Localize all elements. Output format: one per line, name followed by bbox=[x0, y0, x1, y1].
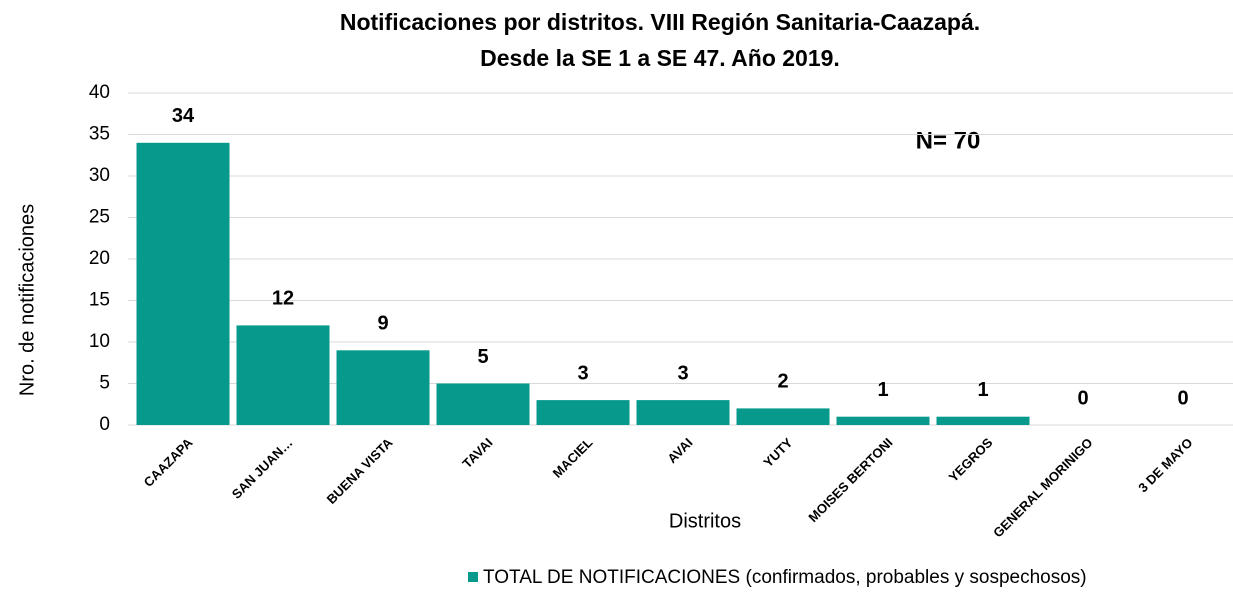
chart-title: Desde la SE 1 a SE 47. Año 2019. bbox=[480, 45, 840, 71]
bar bbox=[236, 325, 330, 425]
y-tick-label: 30 bbox=[89, 165, 110, 186]
bar bbox=[636, 400, 730, 425]
data-label: 0 bbox=[1077, 387, 1088, 409]
y-tick-label: 20 bbox=[89, 248, 110, 269]
annotation: N= 70 bbox=[916, 127, 981, 154]
y-tick-label: 5 bbox=[99, 373, 110, 394]
x-tick-label: YUTY bbox=[760, 435, 795, 470]
bar bbox=[836, 416, 930, 425]
y-tick-label: 25 bbox=[89, 207, 110, 228]
x-tick-label: BUENA VISTA bbox=[324, 435, 396, 507]
bar bbox=[536, 400, 630, 425]
x-tick-label: 3 DE MAYO bbox=[1135, 435, 1195, 495]
x-tick-label: GENERAL MORINIGO bbox=[990, 435, 1095, 540]
data-label: 2 bbox=[777, 371, 788, 393]
bar bbox=[136, 142, 230, 426]
x-tick-label: SAN JUAN… bbox=[229, 435, 296, 502]
bar bbox=[936, 416, 1030, 425]
y-tick-label: 0 bbox=[99, 414, 110, 435]
x-tick-label: AVAI bbox=[664, 435, 695, 466]
data-label: 9 bbox=[377, 313, 388, 335]
data-label: 0 bbox=[1177, 387, 1188, 409]
x-tick-label: MOISES BERTONI bbox=[805, 435, 895, 525]
y-tick-label: 15 bbox=[89, 290, 110, 311]
data-label: 1 bbox=[977, 379, 988, 401]
data-label: 3 bbox=[677, 362, 688, 384]
y-tick-label: 10 bbox=[89, 331, 110, 352]
data-label: 34 bbox=[172, 105, 195, 127]
legend-swatch bbox=[468, 572, 478, 582]
x-axis-label: Distritos bbox=[669, 510, 741, 532]
data-label: 1 bbox=[877, 379, 888, 401]
x-tick-label: MACIEL bbox=[550, 435, 596, 481]
y-axis-label: Nro. de notificaciones bbox=[16, 204, 38, 396]
data-label: 5 bbox=[477, 346, 488, 368]
x-tick-label: CAAZAPA bbox=[141, 435, 196, 490]
data-label: 3 bbox=[577, 362, 588, 384]
bar bbox=[336, 350, 430, 425]
y-tick-label: 35 bbox=[89, 124, 110, 145]
legend-label: TOTAL DE NOTIFICACIONES (confirmados, pr… bbox=[483, 567, 1087, 588]
x-tick-label: TAVAI bbox=[459, 435, 495, 471]
bar bbox=[436, 383, 530, 425]
chart-title: Notificaciones por distritos. VIII Regió… bbox=[340, 9, 980, 35]
bar bbox=[736, 408, 830, 425]
data-label: 12 bbox=[272, 288, 294, 310]
y-tick-label: 40 bbox=[89, 82, 110, 103]
x-tick-label: YEGROS bbox=[946, 435, 996, 485]
